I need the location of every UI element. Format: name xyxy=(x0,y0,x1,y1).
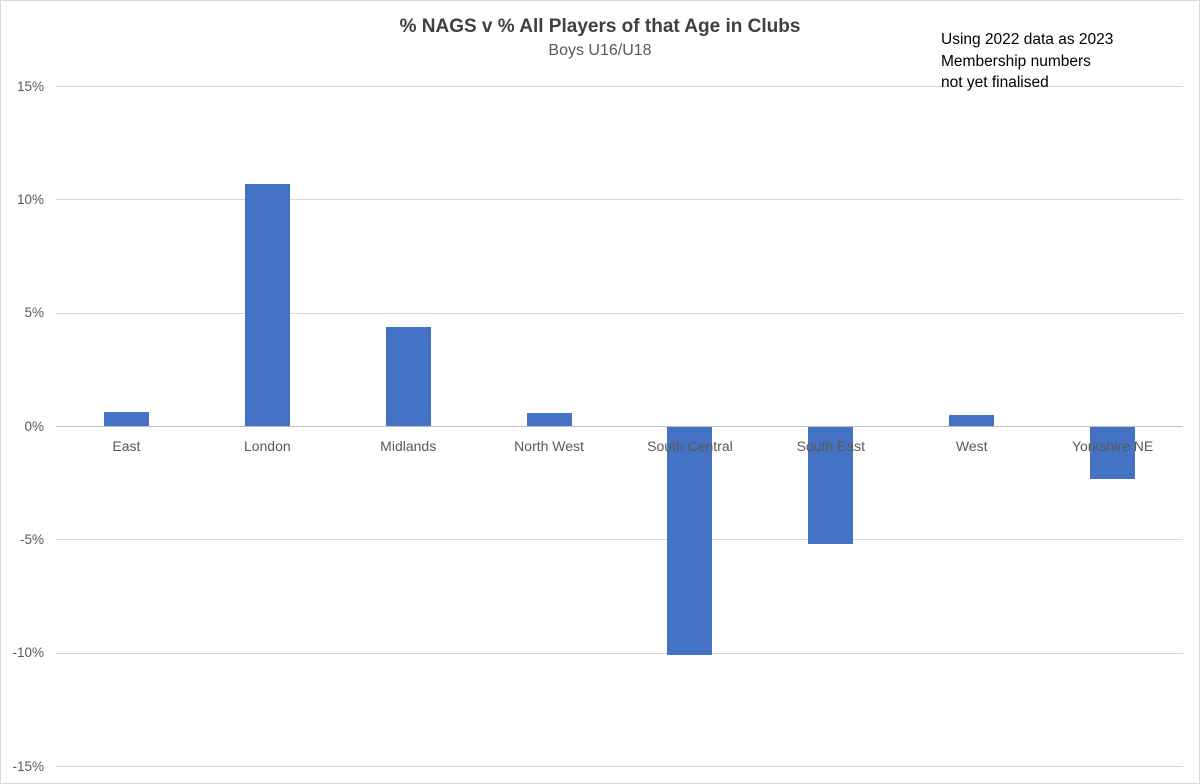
gridline xyxy=(56,766,1183,767)
bar-east xyxy=(103,411,149,427)
bar-yorkshire-ne xyxy=(1090,426,1136,479)
bar-south-central xyxy=(667,426,713,656)
x-axis-category-label: South Central xyxy=(647,438,733,454)
gridline xyxy=(56,86,1183,87)
y-axis-tick-label: 15% xyxy=(16,78,44,94)
gridline xyxy=(56,312,1183,314)
annotation-line: not yet finalised xyxy=(941,74,1049,91)
annotation-line: Membership numbers xyxy=(941,52,1091,70)
x-axis-category-label: West xyxy=(955,438,988,454)
annotation-line: Using 2022 data as 2023 xyxy=(941,31,1114,48)
bar-midlands xyxy=(385,326,431,427)
x-axis-category-label: East xyxy=(112,438,141,454)
bar-west xyxy=(949,415,995,427)
y-axis-tick-label: -5% xyxy=(19,531,44,547)
y-axis-tick-label: 10% xyxy=(16,191,44,207)
y-axis-tick-label: 0% xyxy=(24,418,44,434)
x-axis-category-label: Midlands xyxy=(380,438,437,454)
annotation-textbox: Using 2022 data as 2023 Membership numbe… xyxy=(941,29,1161,94)
x-axis-line xyxy=(56,426,1183,427)
gridline xyxy=(56,199,1183,201)
x-axis-category-label: Yorkshire NE xyxy=(1071,438,1154,454)
x-axis-category-label: South East xyxy=(796,438,866,454)
chart-title: % NAGS v % All Players of that Age in Cl… xyxy=(399,16,801,37)
bar-london xyxy=(244,183,290,427)
x-axis-category-label: London xyxy=(243,438,291,454)
bar-north-west xyxy=(526,412,572,427)
y-axis-tick-label: 5% xyxy=(24,305,44,321)
y-axis-tick-label: -15% xyxy=(12,758,44,774)
y-axis-tick-label: -10% xyxy=(12,645,44,661)
gridline xyxy=(56,652,1183,654)
x-axis-category-label: North West xyxy=(514,438,584,454)
chart-subtitle: Boys U16/U18 xyxy=(548,42,652,59)
gridline xyxy=(56,539,1183,541)
bar-south-east xyxy=(808,426,854,545)
